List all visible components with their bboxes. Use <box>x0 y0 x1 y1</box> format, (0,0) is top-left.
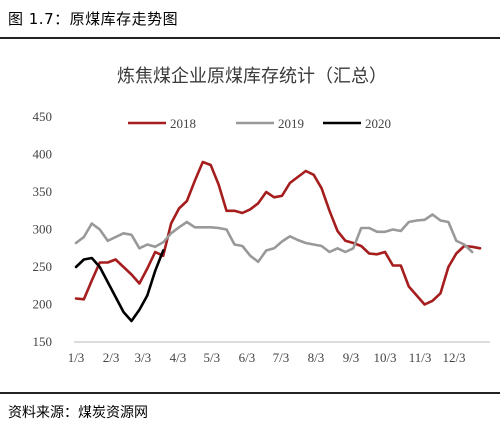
x-tick-label: 8/3 <box>308 350 325 365</box>
x-tick-label: 5/3 <box>203 350 220 365</box>
series-line-2018 <box>74 160 482 306</box>
legend-label-2020: 2020 <box>365 116 391 131</box>
y-axis: 150 200 250 300 350 400 450 <box>33 109 53 349</box>
x-tick-label: 10/3 <box>373 350 396 365</box>
x-tick-label: 6/3 <box>239 350 256 365</box>
source-note: 资料来源：煤炭资源网 <box>8 405 148 421</box>
y-tick-label: 300 <box>33 222 53 237</box>
legend-label-2019: 2019 <box>278 116 304 131</box>
figure-caption: 图 1.7：原煤库存走势图 <box>8 10 179 28</box>
chart-legend: 2018 2019 2020 <box>128 116 391 131</box>
legend-label-2018: 2018 <box>170 116 196 131</box>
x-axis: 1/3 2/3 3/3 4/3 5/3 6/3 7/3 8/3 9/3 10/3 11/3 12/3 <box>68 341 490 365</box>
bottom-divider <box>0 392 500 394</box>
x-tick-label: 1/3 <box>68 350 85 365</box>
figure-header: 图 1.7：原煤库存走势图 <box>0 0 500 37</box>
x-tick-label: 4/3 <box>170 350 187 365</box>
chart-title: 炼焦煤企业原煤库存统计（汇总） <box>117 66 387 87</box>
y-tick-label: 250 <box>33 259 53 274</box>
top-divider <box>0 37 500 39</box>
series-line-2020 <box>74 249 165 323</box>
line-chart: 炼焦煤企业原煤库存统计（汇总） 2018 2019 2020 150 200 250 30… <box>33 66 490 365</box>
series-line-2019 <box>74 213 474 264</box>
y-tick-label: 450 <box>33 109 53 124</box>
y-tick-label: 400 <box>33 147 53 162</box>
y-tick-label: 150 <box>33 334 53 349</box>
y-tick-label: 200 <box>33 297 53 312</box>
x-tick-label: 2/3 <box>103 350 120 365</box>
x-tick-label: 12/3 <box>442 350 465 365</box>
x-tick-label: 9/3 <box>343 350 360 365</box>
y-tick-label: 350 <box>33 184 53 199</box>
x-tick-label: 7/3 <box>273 350 290 365</box>
series-layer <box>74 160 482 323</box>
x-tick-label: 3/3 <box>134 350 151 365</box>
x-tick-label: 11/3 <box>409 350 432 365</box>
